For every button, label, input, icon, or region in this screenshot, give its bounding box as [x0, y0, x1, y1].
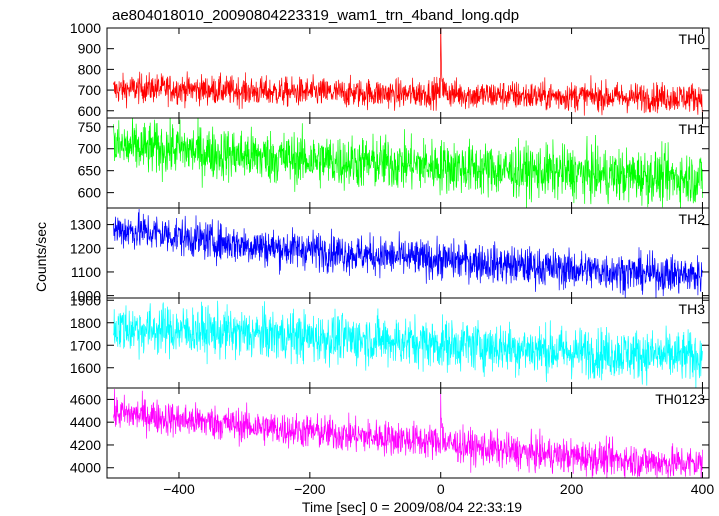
y-tick-label: 4200	[70, 437, 101, 453]
y-tick-label: 4400	[70, 414, 101, 430]
y-tick-label: 900	[78, 41, 102, 57]
y-axis-label: Counts/sec	[33, 222, 49, 292]
panel-frame-th0	[106, 27, 710, 119]
y-tick-label: 4600	[70, 391, 101, 407]
y-tick-label: 600	[78, 185, 102, 201]
series-th0123	[113, 388, 703, 478]
y-tick-label: 4000	[70, 460, 101, 476]
y-tick-label: 1000	[70, 20, 101, 36]
x-tick-label: 200	[560, 481, 584, 497]
series-th0	[113, 28, 703, 116]
panel-label-th3: TH3	[679, 301, 706, 317]
x-tick-label: −400	[163, 481, 195, 497]
x-tick-label: 400	[691, 481, 715, 497]
y-tick-label: 1700	[70, 337, 101, 353]
y-tick-label: 700	[78, 141, 102, 157]
panel-label-th2: TH2	[679, 211, 706, 227]
y-tick-label: 750	[78, 119, 102, 135]
panel-label-th1: TH1	[679, 121, 706, 137]
panel-label-th0: TH0	[679, 31, 706, 47]
y-tick-label: 650	[78, 163, 102, 179]
panel-frame-th0123	[106, 387, 710, 479]
chart-title: ae804018010_20090804223319_wam1_trn_4ban…	[112, 7, 519, 24]
y-tick-label: 600	[78, 103, 102, 119]
y-tick-label: 1600	[70, 360, 101, 376]
y-tick-label: 1900	[70, 292, 101, 308]
panel-label-th0123: TH0123	[655, 391, 705, 407]
panel-frame-th2	[106, 207, 710, 299]
y-tick-label: 1100	[71, 264, 101, 280]
y-tick-label: 1300	[70, 217, 101, 233]
y-tick-label: 1200	[70, 240, 101, 256]
panel-group: 600 700 800 900 1000 TH0 600 650 700 750 TH1 1000 11…	[70, 20, 715, 497]
y-tick-label: 800	[78, 61, 102, 77]
y-tick-label: 1800	[70, 315, 101, 331]
x-axis-label: Time [sec] 0 = 2009/08/04 22:33:19	[302, 499, 522, 515]
series-th1	[113, 118, 703, 208]
series-th2	[113, 208, 703, 298]
y-tick-label: 1000	[70, 288, 101, 304]
series-th3	[113, 300, 703, 388]
x-tick-label: −200	[294, 481, 326, 497]
y-tick-label: 700	[78, 82, 102, 98]
x-tick-label: 0	[437, 481, 445, 497]
